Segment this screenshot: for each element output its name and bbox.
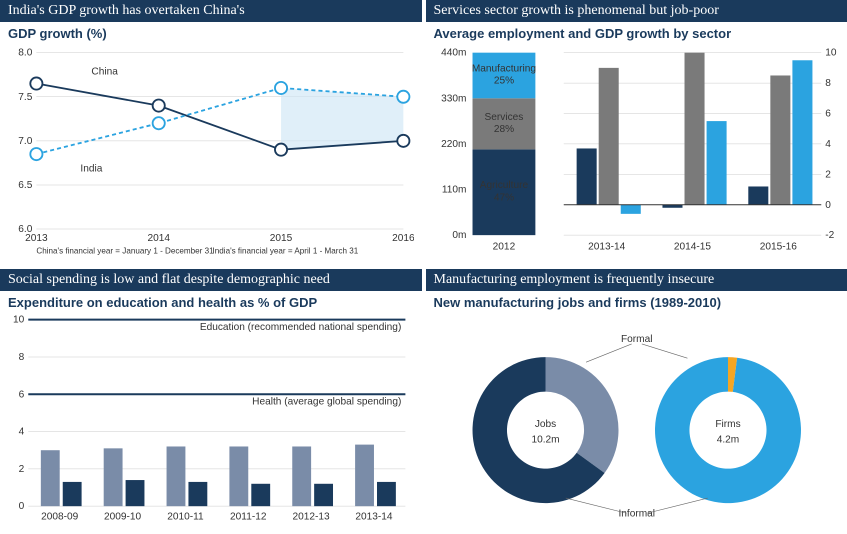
svg-text:Agriculture: Agriculture [479, 180, 528, 191]
svg-text:6: 6 [19, 389, 25, 400]
svg-text:2012: 2012 [492, 241, 515, 252]
panel1-subtitle: GDP growth (%) [0, 22, 422, 41]
svg-text:Manufacturing: Manufacturing [471, 63, 535, 74]
svg-text:India's financial year = April: India's financial year = April 1 - March… [213, 246, 359, 255]
panel1-title: India's GDP growth has overtaken China's [0, 0, 422, 22]
svg-text:4: 4 [19, 427, 25, 438]
svg-text:2009-10: 2009-10 [104, 511, 142, 522]
svg-text:0m: 0m [452, 230, 466, 241]
svg-text:China: China [91, 67, 118, 78]
svg-text:Formal: Formal [620, 334, 652, 345]
svg-text:440m: 440m [441, 48, 466, 59]
svg-text:28%: 28% [493, 124, 513, 135]
svg-text:China's financial year = Janua: China's financial year = January 1 - Dec… [36, 246, 214, 255]
gdp-line-chart: 6.06.57.07.58.02013201420152016ChinaIndi… [8, 41, 414, 261]
employment-chart: 0m 110m 220m 330m 440m Agriculture47% Services… [434, 41, 840, 261]
svg-text:Education (recommended nationa: Education (recommended national spending… [200, 322, 402, 333]
svg-text:220m: 220m [441, 139, 466, 150]
svg-text:8: 8 [19, 352, 25, 363]
svg-text:India: India [80, 164, 102, 175]
svg-text:2015-16: 2015-16 [759, 241, 797, 252]
svg-text:4.2m: 4.2m [716, 434, 739, 445]
svg-text:10: 10 [13, 315, 25, 326]
panel2-subtitle: Average employment and GDP growth by sec… [426, 22, 847, 41]
panel2-title: Services sector growth is phenomenal but… [426, 0, 847, 22]
panel4-subtitle: New manufacturing jobs and firms (1989-2… [426, 291, 847, 310]
panel3-subtitle: Expenditure on education and health as %… [0, 291, 422, 310]
svg-text:2011-12: 2011-12 [230, 511, 267, 522]
svg-text:2014: 2014 [147, 233, 170, 244]
panel-services: Services sector growth is phenomenal but… [426, 0, 847, 265]
svg-text:Jobs: Jobs [534, 419, 555, 430]
panel4-title: Manufacturing employment is frequently i… [426, 269, 847, 291]
svg-text:2013: 2013 [25, 233, 48, 244]
svg-text:2015: 2015 [270, 233, 293, 244]
panel-social-spending: Social spending is low and flat despite … [0, 269, 422, 534]
svg-text:7.0: 7.0 [18, 136, 32, 147]
svg-text:0: 0 [825, 200, 831, 211]
svg-text:25%: 25% [493, 76, 513, 87]
svg-text:0: 0 [19, 501, 25, 512]
donut-chart: Jobs 10.2m Firms 4.2m Formal Informal [434, 310, 840, 530]
svg-text:2014-15: 2014-15 [673, 241, 711, 252]
svg-text:Health (average global spendin: Health (average global spending) [252, 396, 401, 407]
panel3-title: Social spending is low and flat despite … [0, 269, 422, 291]
svg-text:47%: 47% [493, 192, 513, 203]
svg-text:2: 2 [825, 169, 831, 180]
svg-text:2016: 2016 [392, 233, 413, 244]
svg-text:6.5: 6.5 [18, 180, 32, 191]
spending-bar-chart: 0 2 4 6 8 10 Education (recommended national s… [8, 310, 414, 530]
svg-text:330m: 330m [441, 93, 466, 104]
svg-text:8.0: 8.0 [18, 48, 32, 59]
svg-text:Services: Services [484, 112, 523, 123]
svg-text:2: 2 [19, 464, 25, 475]
svg-text:6: 6 [825, 109, 831, 120]
panel-gdp-growth: India's GDP growth has overtaken China's… [0, 0, 422, 265]
svg-text:2008-09: 2008-09 [41, 511, 79, 522]
svg-text:7.5: 7.5 [18, 92, 32, 103]
svg-text:4: 4 [825, 139, 831, 150]
svg-text:10.2m: 10.2m [531, 434, 559, 445]
svg-text:110m: 110m [441, 185, 466, 196]
svg-text:Informal: Informal [618, 508, 655, 519]
svg-text:10: 10 [825, 48, 837, 59]
svg-text:2013-14: 2013-14 [588, 241, 626, 252]
svg-text:2010-11: 2010-11 [167, 511, 204, 522]
panel-manufacturing: Manufacturing employment is frequently i… [426, 269, 847, 534]
svg-text:-2: -2 [825, 230, 834, 241]
svg-text:2013-14: 2013-14 [355, 511, 393, 522]
svg-text:2012-13: 2012-13 [293, 511, 331, 522]
svg-text:Firms: Firms [715, 419, 740, 430]
svg-text:8: 8 [825, 78, 831, 89]
